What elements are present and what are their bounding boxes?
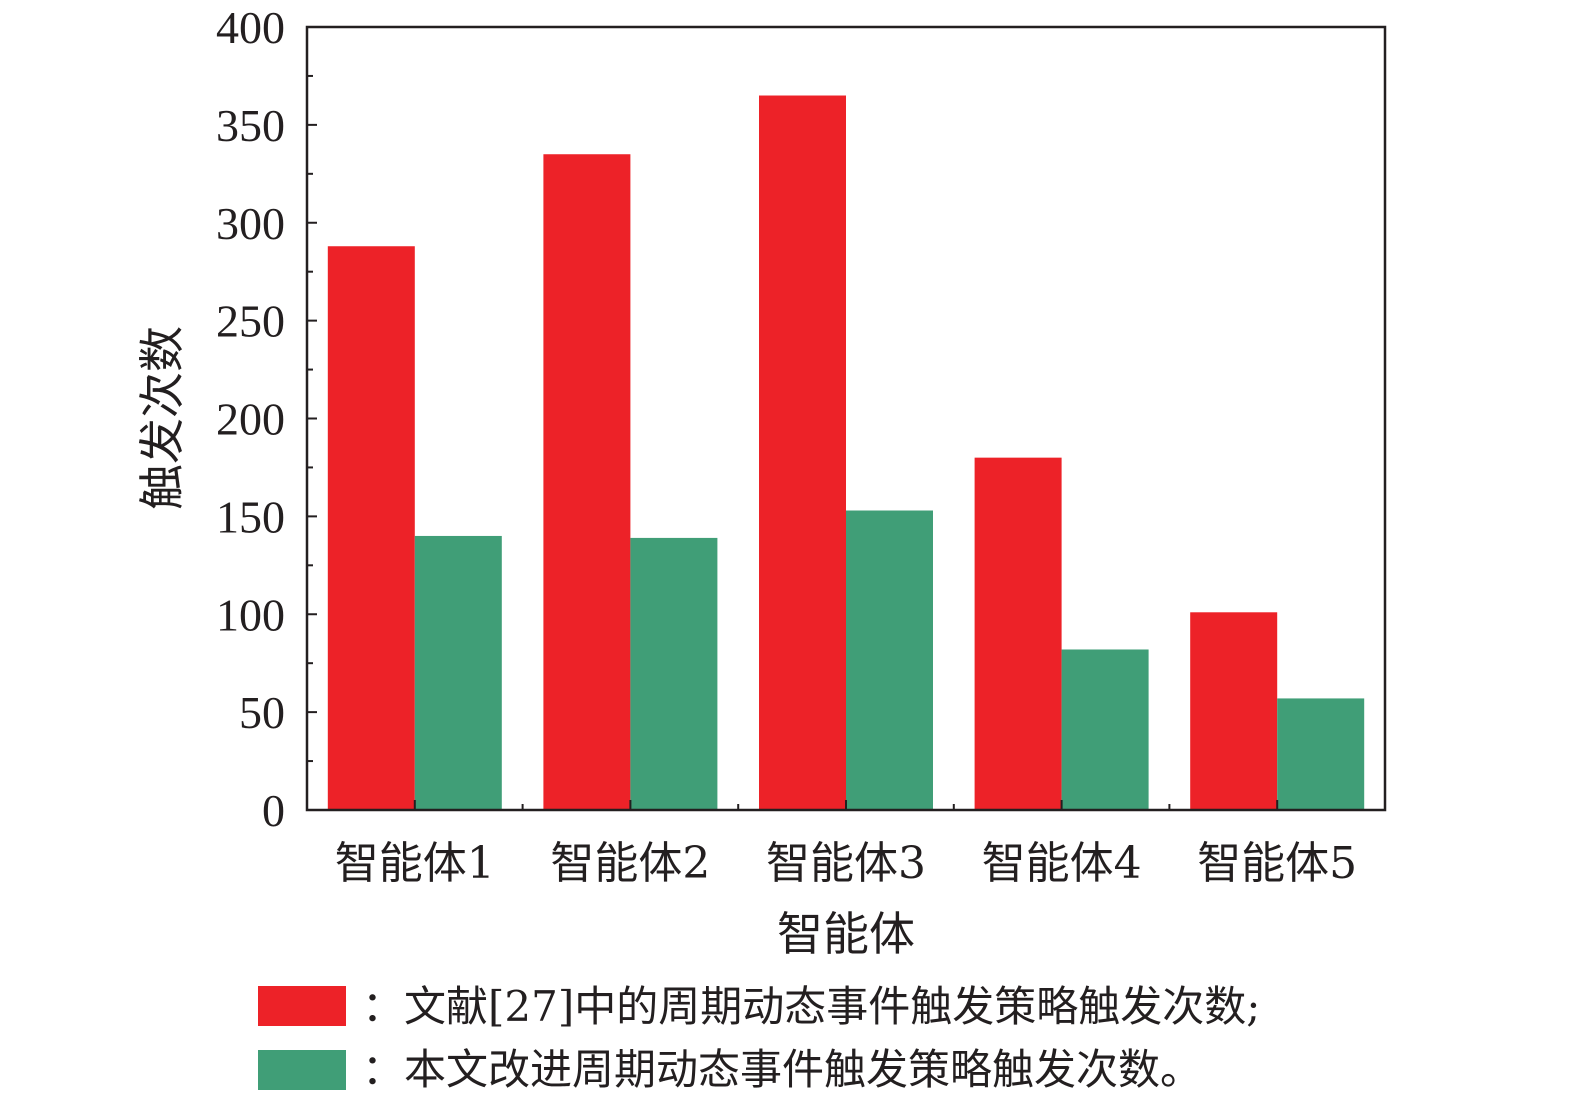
x-axis: 智能体1 智能体2 智能体3 智能体4 智能体5 xyxy=(335,800,1357,889)
bar-series-2-智能体5 xyxy=(1277,698,1365,810)
x-tick-label: 智能体5 xyxy=(1197,838,1357,889)
y-tick-label: 200 xyxy=(216,394,285,445)
bar-series-2-智能体1 xyxy=(414,535,502,810)
y-tick-label: 300 xyxy=(216,198,285,249)
legend-swatch-series-2 xyxy=(258,1050,346,1090)
y-axis-title: 触发次数 xyxy=(135,326,189,510)
y-tick-label: 100 xyxy=(216,589,285,640)
bar-series-1-智能体3 xyxy=(759,95,846,810)
x-axis-title: 智能体 xyxy=(777,907,915,961)
legend: ：文献[27]中的周期动态事件触发策略触发次数; ：本文改进周期动态事件触发策略… xyxy=(258,982,1260,1094)
bar-series-1-智能体4 xyxy=(974,457,1062,810)
bars-group xyxy=(327,95,1365,811)
y-tick-label: 250 xyxy=(216,296,285,347)
y-axis: 0 50 100 150 200 250 300 350 400 xyxy=(216,2,317,836)
legend-swatch-series-1 xyxy=(258,986,346,1026)
bar-series-1-智能体5 xyxy=(1190,612,1278,810)
y-tick-label: 150 xyxy=(216,491,285,542)
legend-label-series-2: ：本文改进周期动态事件触发策略触发次数。 xyxy=(362,1045,1202,1094)
bar-series-2-智能体2 xyxy=(630,537,718,810)
bar-series-1-智能体1 xyxy=(327,246,415,811)
legend-label-series-1: ：文献[27]中的周期动态事件触发策略触发次数; xyxy=(362,982,1260,1031)
bar-series-2-智能体4 xyxy=(1061,649,1149,810)
y-tick-label: 400 xyxy=(216,2,285,53)
x-tick-label: 智能体2 xyxy=(550,838,710,889)
y-tick-label: 50 xyxy=(239,687,285,738)
y-tick-label: 0 xyxy=(262,785,285,836)
y-tick-label: 350 xyxy=(216,100,285,151)
bar-series-1-智能体2 xyxy=(543,154,631,811)
x-tick-label: 智能体4 xyxy=(982,838,1142,889)
bar-series-2-智能体3 xyxy=(846,510,933,810)
x-tick-label: 智能体3 xyxy=(766,838,926,889)
x-tick-label: 智能体1 xyxy=(335,838,495,889)
